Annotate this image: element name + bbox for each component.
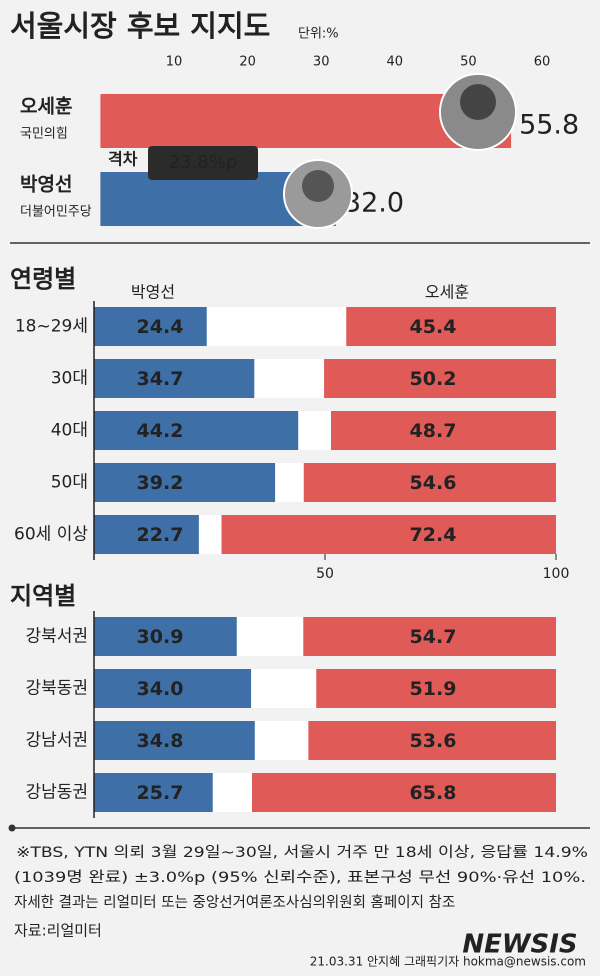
bar: [346, 307, 556, 346]
value-label: 25.7: [137, 782, 184, 804]
value-label: 45.4: [410, 316, 457, 338]
party-label: 국민의힘: [20, 127, 68, 142]
bar: [94, 669, 252, 708]
x-tick-label: 50: [316, 566, 334, 582]
annotation-box: [148, 146, 258, 180]
value-label: 72.4: [410, 524, 457, 546]
value-label: 30.9: [137, 626, 184, 648]
category-label: 30대: [51, 369, 88, 389]
bar: [331, 411, 556, 450]
value-label: 34.0: [137, 678, 184, 700]
x-tick-label: 20: [239, 55, 256, 70]
footnote: ※TBS, YTN 의뢰 3월 29일~30일, 서울시 거주 만 18세 이상…: [16, 844, 588, 861]
bar: [303, 617, 556, 656]
category-label: 강남서권: [25, 731, 88, 751]
category-label: 강북동권: [25, 679, 88, 699]
category-label: 박영선: [20, 174, 72, 196]
bar: [94, 515, 199, 554]
category-label: 강북서권: [25, 627, 88, 647]
value-label: 24.4: [137, 316, 184, 338]
value-label: 22.7: [137, 524, 184, 546]
bar: [316, 669, 556, 708]
bar: [252, 773, 556, 812]
value-label: 65.8: [410, 782, 457, 804]
category-label: 40대: [51, 421, 88, 441]
category-label: 18~29세: [15, 317, 88, 337]
separator-dot: [8, 824, 16, 832]
legend-label: 오세훈: [425, 283, 469, 302]
party-label: 더불어민주당: [20, 205, 92, 220]
x-tick-label: 50: [460, 55, 477, 70]
x-tick-label: 100: [543, 566, 570, 582]
value-label: 34.8: [137, 730, 184, 752]
watermark: NEWSIS: [462, 930, 577, 960]
bar: [94, 359, 255, 398]
value-label: 48.7: [410, 420, 457, 442]
bar: [94, 617, 237, 656]
legend-label: 박영선: [131, 283, 175, 302]
value-label: 39.2: [137, 472, 184, 494]
photos: [283, 73, 517, 229]
value-label: 51.9: [410, 678, 457, 700]
category-label: 오세훈: [20, 95, 72, 118]
value-label: 53.6: [410, 730, 457, 752]
x-tick-label: 40: [387, 55, 404, 70]
category-label: 60세 이상: [14, 525, 88, 545]
annotation-value: 23.8%p: [169, 152, 238, 173]
photo-face: [460, 84, 496, 120]
bar: [308, 721, 556, 760]
value-label: 32.0: [344, 188, 404, 219]
bar: [94, 307, 207, 346]
value-label: 44.2: [137, 420, 184, 442]
footnote: 자세한 결과는 리얼미터 또는 중앙선거여론조사심의위원회 홈페이지 참조: [14, 894, 455, 911]
credit: 21.03.31 안지혜 그래픽기자 hokma@newsis.com: [310, 955, 586, 969]
value-label: 55.8: [519, 110, 579, 141]
value-label: 54.6: [410, 472, 457, 494]
photo-face: [302, 170, 334, 202]
bar: [303, 463, 556, 502]
chart-title: 서울시장 후보 지지도: [10, 9, 270, 43]
value-label: 50.2: [410, 368, 457, 390]
section-title: 연령별: [10, 265, 76, 293]
x-tick-label: 30: [313, 55, 330, 70]
bar: [221, 515, 556, 554]
bar: [94, 773, 213, 812]
value-label: 54.7: [410, 626, 457, 648]
footnote: (1039명 완료) ±3.0%p (95% 신뢰수준), 표본구성 무선 90…: [14, 869, 586, 886]
unit-label: 단위:%: [298, 27, 339, 42]
category-label: 50대: [51, 473, 88, 493]
section-title: 지역별: [10, 582, 76, 610]
bar: [94, 721, 255, 760]
bar: [94, 411, 299, 450]
source: 자료:리얼미터: [14, 922, 102, 940]
x-tick-label: 10: [166, 55, 183, 70]
x-tick-label: 60: [534, 55, 551, 70]
bar: [324, 359, 556, 398]
category-label: 강남동권: [25, 783, 88, 803]
bar: [94, 463, 276, 502]
value-label: 34.7: [137, 368, 184, 390]
annotation-label: 격차: [108, 150, 138, 169]
